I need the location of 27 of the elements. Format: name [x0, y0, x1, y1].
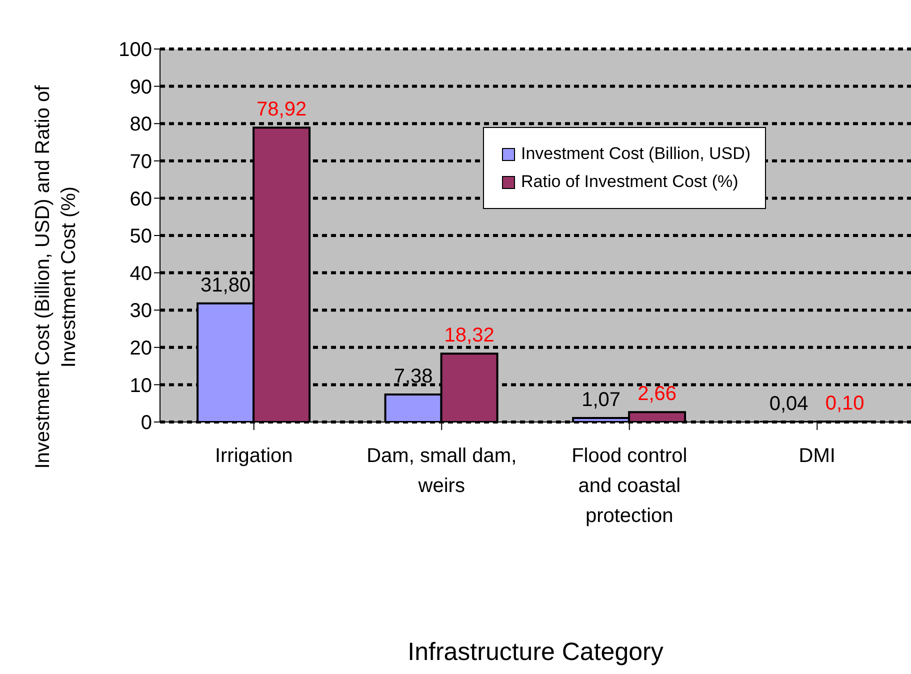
y-tick-label: 0 [140, 412, 152, 434]
data-label: 2,66 [638, 383, 677, 406]
y-tick-label: 40 [130, 262, 152, 285]
data-label: 1,07 [582, 389, 621, 412]
data-label: 18,32 [444, 324, 494, 347]
y-tick-label: 20 [130, 338, 152, 360]
data-label: 78,92 [256, 98, 307, 121]
x-axis-title: Infrastructure Category [406, 638, 664, 667]
y-tick-label: 90 [130, 76, 152, 98]
data-label: 0,10 [825, 392, 864, 415]
y-tick-label: 80 [130, 114, 152, 136]
data-label: 31,80 [200, 274, 251, 296]
x-tick-label: DMI [798, 445, 836, 467]
y-tick-label: 50 [130, 226, 152, 248]
x-tick-label: Flood control and coastal protection [572, 445, 688, 527]
y-tick-label: 100 [118, 39, 152, 62]
legend-label: Ratio of Investment Cost (%) [521, 172, 738, 192]
data-label: 7,38 [394, 365, 433, 388]
y-tick-label: 70 [130, 151, 152, 173]
y-tick-label: 10 [130, 374, 152, 397]
x-tick-label: Dam, small dam, weirs [366, 445, 517, 497]
y-tick-label: 30 [130, 300, 152, 322]
x-tick-label: Irrigation [214, 445, 293, 467]
data-label: 0,04 [769, 392, 808, 415]
legend-label: Investment Cost (Billion, USD) [521, 144, 751, 164]
y-axis-title: Investment Cost (Billion, USD) and Ratio of Investment Cost (%) [31, 84, 81, 471]
y-tick-label: 60 [130, 188, 152, 210]
